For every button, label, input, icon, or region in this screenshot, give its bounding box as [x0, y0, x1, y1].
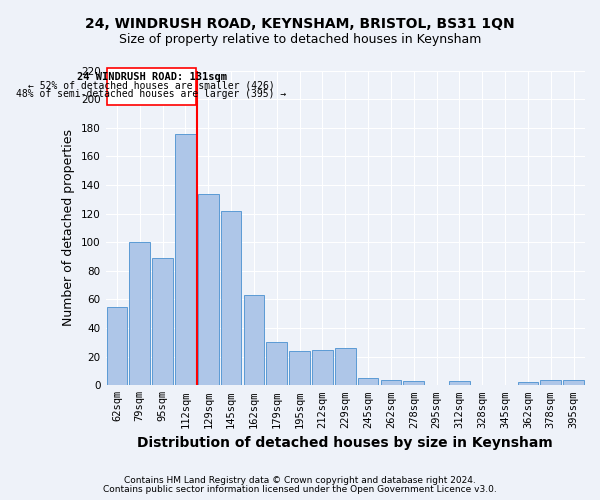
Bar [380, 380, 401, 386]
Bar [107, 306, 127, 386]
Bar [563, 380, 584, 386]
Bar [152, 258, 173, 386]
Bar [198, 194, 218, 386]
X-axis label: Distribution of detached houses by size in Keynsham: Distribution of detached houses by size … [137, 436, 553, 450]
Text: 24 WINDRUSH ROAD: 131sqm: 24 WINDRUSH ROAD: 131sqm [77, 72, 227, 82]
Text: 48% of semi-detached houses are larger (395) →: 48% of semi-detached houses are larger (… [16, 89, 287, 99]
Bar [358, 378, 379, 386]
Bar [541, 380, 561, 386]
Text: 24, WINDRUSH ROAD, KEYNSHAM, BRISTOL, BS31 1QN: 24, WINDRUSH ROAD, KEYNSHAM, BRISTOL, BS… [85, 18, 515, 32]
Bar [403, 381, 424, 386]
Bar [130, 242, 150, 386]
Bar [175, 134, 196, 386]
Bar [312, 350, 332, 386]
Text: ← 52% of detached houses are smaller (426): ← 52% of detached houses are smaller (42… [28, 80, 275, 90]
Bar [449, 381, 470, 386]
Bar [266, 342, 287, 386]
Text: Size of property relative to detached houses in Keynsham: Size of property relative to detached ho… [119, 32, 481, 46]
Bar [221, 211, 241, 386]
Text: Contains public sector information licensed under the Open Government Licence v3: Contains public sector information licen… [103, 485, 497, 494]
Text: Contains HM Land Registry data © Crown copyright and database right 2024.: Contains HM Land Registry data © Crown c… [124, 476, 476, 485]
Bar [289, 351, 310, 386]
Bar [335, 348, 356, 386]
Bar [244, 295, 264, 386]
Y-axis label: Number of detached properties: Number of detached properties [62, 130, 76, 326]
FancyBboxPatch shape [107, 68, 196, 105]
Bar [518, 382, 538, 386]
